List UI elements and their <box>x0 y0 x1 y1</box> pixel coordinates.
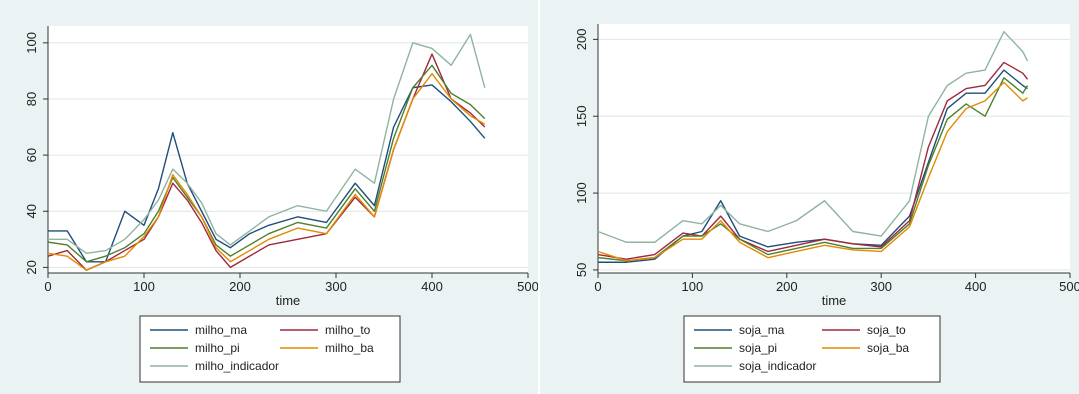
legend-label: milho_ba <box>325 341 374 355</box>
chart-panel-milho: 0 100 200 300 400 500 20 40 60 80 100 time milho_ma m… <box>0 0 540 394</box>
x-tick-label: 0 <box>44 279 51 294</box>
y-tick-label: 200 <box>574 29 589 51</box>
series-line-soja-to <box>597 61 1029 260</box>
y-tick-label: 100 <box>24 32 39 54</box>
legend-label: milho_to <box>325 323 371 337</box>
plot-area <box>598 24 1070 273</box>
series-line-milho-indicador <box>48 33 486 255</box>
legend-label: milho_indicador <box>195 359 279 373</box>
series-line-soja-indicador <box>597 30 1029 243</box>
x-tick-label: 100 <box>133 279 155 294</box>
legend-label: soja_indicador <box>739 359 816 373</box>
x-tick-label: 400 <box>965 279 987 294</box>
x-tick-label: 200 <box>229 279 251 294</box>
y-tick-label: 60 <box>24 148 39 162</box>
x-tick-label: 200 <box>776 279 798 294</box>
legend-label: milho_ma <box>195 323 247 337</box>
x-tick-label: 300 <box>870 279 892 294</box>
series-line-milho-pi <box>47 64 486 263</box>
x-tick-label: 500 <box>1059 279 1079 294</box>
series-line-milho-ma <box>48 84 486 263</box>
x-tick-label: 300 <box>325 279 347 294</box>
legend-label: soja_ba <box>867 341 909 355</box>
y-tick-label: 40 <box>24 204 39 218</box>
plot-area <box>48 26 528 273</box>
x-axis-title: time <box>276 293 301 308</box>
x-axis-title: time <box>822 293 847 308</box>
x-tick-label: 500 <box>517 279 539 294</box>
legend <box>139 315 401 383</box>
legend-label: soja_ma <box>739 323 785 337</box>
series-line-milho-to <box>47 53 486 271</box>
legend <box>683 315 941 383</box>
legend-label: soja_pi <box>739 341 777 355</box>
legend-label: soja_to <box>867 323 906 337</box>
y-tick-label: 20 <box>24 260 39 274</box>
y-tick-label: 100 <box>574 182 589 204</box>
y-tick-label: 80 <box>24 92 39 106</box>
y-tick-label: 50 <box>574 263 589 277</box>
x-tick-label: 0 <box>594 279 601 294</box>
chart-panel-soja: 0 100 200 300 400 500 50 100 150 200 time soja_ma so… <box>540 0 1079 394</box>
series-line-milho-ba <box>47 73 486 271</box>
series-line-soja-ba <box>597 81 1028 262</box>
legend-label: milho_pi <box>195 341 240 355</box>
y-tick-label: 150 <box>574 105 589 127</box>
x-tick-label: 400 <box>421 279 443 294</box>
series-line-soja-pi <box>597 77 1029 262</box>
x-tick-label: 100 <box>682 279 704 294</box>
